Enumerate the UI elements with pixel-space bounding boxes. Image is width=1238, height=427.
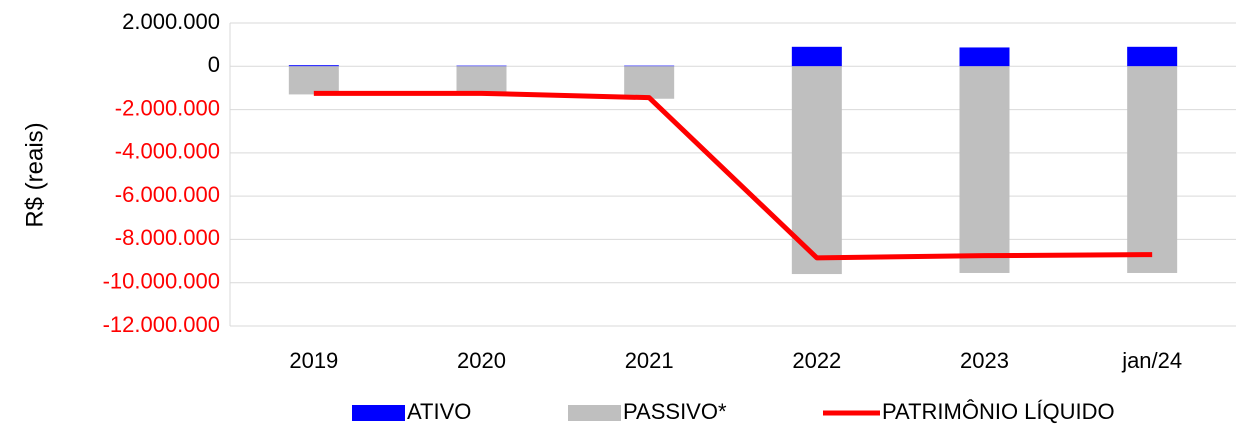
x-tick-label: 2020: [457, 348, 506, 373]
legend-label: PASSIVO*: [623, 399, 727, 424]
y-tick-label: 0: [208, 52, 220, 77]
bar: [456, 65, 507, 67]
x-tick-label: 2019: [289, 348, 338, 373]
y-tick-label: -8.000.000: [115, 225, 220, 250]
y-tick-label: 2.000.000: [122, 9, 220, 34]
legend-label: ATIVO: [407, 399, 471, 424]
y-tick-label: -6.000.000: [115, 182, 220, 207]
bar: [791, 46, 842, 67]
bar: [624, 66, 675, 99]
legend-swatch: [568, 405, 621, 421]
y-tick-label: -12.000.000: [103, 312, 220, 337]
x-tick-label: 2022: [792, 348, 841, 373]
bar: [624, 65, 675, 67]
legend-swatch: [352, 405, 405, 421]
bar: [1127, 46, 1178, 67]
bar: [959, 47, 1010, 67]
x-tick-label: 2021: [625, 348, 674, 373]
y-tick-label: -10.000.000: [103, 269, 220, 294]
bar: [288, 66, 339, 95]
x-tick-label: jan/24: [1121, 348, 1182, 373]
bar: [456, 66, 507, 95]
line: [313, 90, 1153, 261]
bar: [1127, 66, 1178, 273]
legend-label: PATRIMÔNIO LÍQUIDO: [882, 399, 1115, 424]
x-tick-label: 2023: [960, 348, 1009, 373]
bar: [959, 66, 1010, 273]
y-tick-label: -4.000.000: [115, 139, 220, 164]
y-tick-label: -2.000.000: [115, 95, 220, 120]
y-axis-label: R$ (reais): [21, 122, 48, 227]
bar: [288, 65, 339, 67]
